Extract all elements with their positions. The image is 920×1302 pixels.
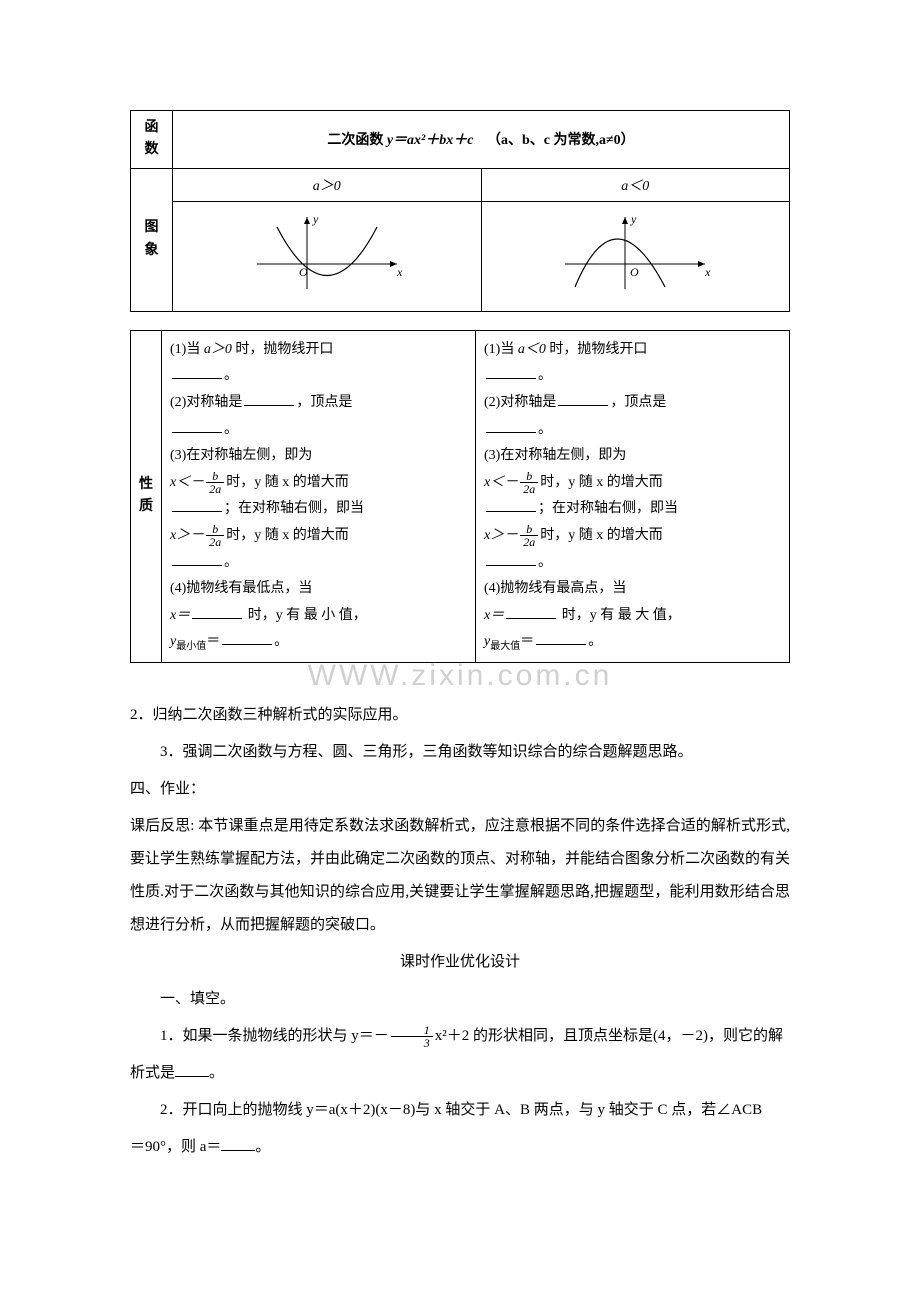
l2: (2)对称轴是，顶点是: [170, 390, 467, 417]
rowhead-props: 性 质: [131, 330, 162, 662]
row-graphs: O x y O x y: [131, 201, 790, 311]
r9: x＝ 时，y 有 最 大 值，: [484, 603, 781, 630]
heading-assignment: 四、作业：: [130, 773, 790, 806]
r1: (1)当 a＜0 时，抛物线开口: [484, 337, 781, 364]
cell-graph-up: O x y: [173, 201, 482, 311]
y-label-2: y: [630, 212, 637, 226]
cell-a-lt: a＜0: [481, 168, 790, 201]
r2-blank: 。: [484, 417, 781, 444]
formula-main: y＝ax²＋bx＋c: [387, 133, 474, 148]
blank-answer-2[interactable]: [221, 1138, 255, 1152]
r1-blank: 。: [484, 363, 781, 390]
y-label: y: [312, 212, 319, 226]
q1-line2: 析式是。: [130, 1057, 790, 1090]
watermark-text: WWW.zixin.com.cn: [308, 659, 613, 692]
table-function-graph: 函 数 二次函数 y＝ax²＋bx＋c （a、b、c 为常数,a≠0） 图 象 …: [130, 110, 790, 312]
page-root: 函 数 二次函数 y＝ax²＋bx＋c （a、b、c 为常数,a≠0） 图 象 …: [0, 0, 920, 1228]
l5: ；在对称轴右侧，即当: [170, 496, 467, 523]
q2-line1: 2．开口向上的抛物线 y＝a(x＋2)(x－8)与 x 轴交于 A、B 两点，与…: [130, 1094, 790, 1127]
origin-label: O: [299, 265, 308, 279]
body-text: 2．归纳二次函数三种解析式的实际应用。 3．强调二次函数与方程、圆、三角形，三角…: [130, 699, 790, 1164]
table-properties: 性 质 (1)当 a＞0 时，抛物线开口 。 (2)对称轴是，顶点是 。 (3)…: [130, 330, 790, 663]
r4: x＜－b2a时，y 随 x 的增大而: [484, 470, 781, 497]
p-fill-title: 一、填空。: [130, 983, 790, 1016]
x-label-2: x: [704, 265, 711, 279]
r5: ；在对称轴右侧，即当: [484, 496, 781, 523]
l1-blank: 。: [170, 363, 467, 390]
row-function: 函 数 二次函数 y＝ax²＋bx＋c （a、b、c 为常数,a≠0）: [131, 111, 790, 169]
q2-line2: ＝90°，则 a＝。: [130, 1131, 790, 1164]
parabola-up-svg: O x y: [247, 209, 407, 299]
frac-1-3: 13: [391, 1024, 433, 1049]
r3: (3)在对称轴左侧，即为: [484, 443, 781, 470]
row-a-sign: 图 象 a＞0 a＜0: [131, 168, 790, 201]
r6: x＞－b2a时，y 随 x 的增大而: [484, 523, 781, 550]
p-2: 2．归纳二次函数三种解析式的实际应用。: [130, 699, 790, 732]
props-left: (1)当 a＞0 时，抛物线开口 。 (2)对称轴是，顶点是 。 (3)在对称轴…: [162, 330, 476, 662]
rowhead-function: 函 数: [131, 111, 173, 169]
x-label: x: [396, 265, 403, 279]
l2-blank: 。: [170, 417, 467, 444]
blank-answer-1[interactable]: [175, 1064, 209, 1078]
parabola-down-svg: O x y: [555, 209, 715, 299]
l9: x＝ 时，y 有 最 小 值，: [170, 603, 467, 630]
rowhead-graph: 图 象: [131, 168, 173, 311]
l4: x＜－b2a时，y 随 x 的增大而: [170, 470, 467, 497]
l1: (1)当 a＞0 时，抛物线开口: [170, 337, 467, 364]
r10: y最大值＝。: [484, 629, 781, 656]
r8: (4)抛物线有最高点，当: [484, 576, 781, 603]
p-3: 3．强调二次函数与方程、圆、三角形，三角函数等知识综合的综合题解题思路。: [130, 736, 790, 769]
watermark-row: WWW.zixin.com.cn: [130, 659, 790, 693]
p-reflection: 课后反思: 本节课重点是用待定系数法求函数解析式，应注意根据不同的条件选择合适的…: [130, 810, 790, 942]
l3: (3)在对称轴左侧，即为: [170, 443, 467, 470]
cell-graph-down: O x y: [481, 201, 790, 311]
origin-label-2: O: [630, 265, 639, 279]
formula-prefix: 二次函数: [327, 133, 387, 148]
r7: 。: [484, 550, 781, 577]
cell-formula: 二次函数 y＝ax²＋bx＋c （a、b、c 为常数,a≠0）: [173, 111, 790, 169]
l6: x＞－b2a时，y 随 x 的增大而: [170, 523, 467, 550]
l10: y最小值＝。: [170, 629, 467, 656]
p-subtitle: 课时作业优化设计: [130, 946, 790, 979]
props-right: (1)当 a＜0 时，抛物线开口 。 (2)对称轴是，顶点是 。 (3)在对称轴…: [476, 330, 790, 662]
q1-line1: 1．如果一条抛物线的形状与 y＝－13x²＋2 的形状相同，且顶点坐标是(4，－…: [130, 1020, 790, 1053]
l8: (4)抛物线有最低点，当: [170, 576, 467, 603]
l7: 。: [170, 550, 467, 577]
row-properties: 性 质 (1)当 a＞0 时，抛物线开口 。 (2)对称轴是，顶点是 。 (3)…: [131, 330, 790, 662]
cell-a-gt: a＞0: [173, 168, 482, 201]
formula-cond: （a、b、c 为常数,a≠0）: [487, 133, 635, 148]
r2: (2)对称轴是，顶点是: [484, 390, 781, 417]
